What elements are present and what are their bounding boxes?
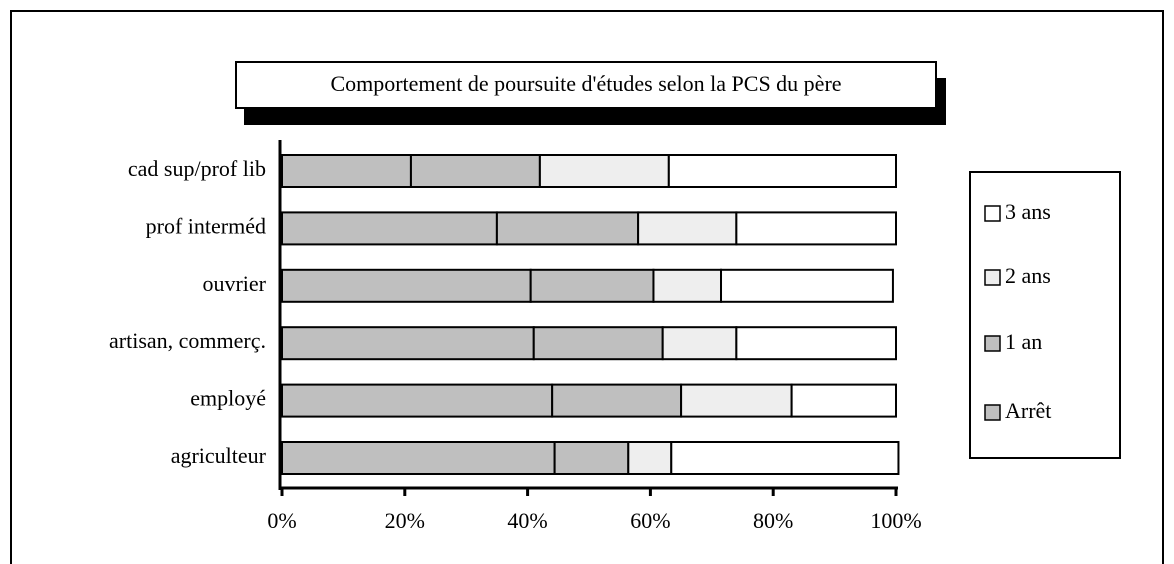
legend-label: Arrêt — [1005, 398, 1051, 423]
x-tick-label: 80% — [753, 508, 793, 533]
bar-segment — [281, 383, 554, 418]
bar-segment — [281, 211, 498, 246]
bar-segment — [281, 326, 535, 361]
legend-swatch — [984, 335, 1001, 352]
bar-segment — [637, 211, 738, 246]
y-tick-label: ouvrier — [202, 271, 266, 296]
y-tick-label: employé — [190, 386, 266, 411]
legend-label: 2 ans — [1005, 263, 1051, 288]
bar-segment — [409, 154, 541, 188]
bar-segment — [281, 441, 556, 475]
x-tick-label: 40% — [507, 508, 547, 533]
legend-swatch — [984, 269, 1001, 286]
x-tick-label: 100% — [870, 508, 921, 533]
bar-segment — [627, 441, 673, 475]
bar-segment — [667, 154, 897, 188]
bar-segment — [553, 441, 630, 475]
legend-swatch — [984, 205, 1001, 222]
bar-segment — [551, 383, 683, 418]
x-tick-label: 20% — [385, 508, 425, 533]
y-tick-label: artisan, commerç. — [109, 328, 266, 353]
legend-label: 3 ans — [1005, 199, 1051, 224]
frame — [10, 10, 1164, 564]
bar-segment — [735, 326, 897, 361]
bar-segment — [495, 211, 640, 246]
x-tick-label: 0% — [267, 508, 296, 533]
bar-segment — [680, 383, 793, 418]
legend-label: 1 an — [1005, 329, 1042, 354]
y-tick-label: agriculteur — [171, 443, 267, 468]
bar-segment — [281, 268, 532, 303]
legend-swatch — [984, 404, 1001, 421]
bar-segment — [652, 268, 723, 303]
bar-segment — [538, 154, 670, 188]
bar-segment — [661, 326, 738, 361]
bar-segment — [735, 211, 897, 246]
x-tick-label: 60% — [630, 508, 670, 533]
bar-segment — [720, 268, 894, 303]
bar-segment — [529, 268, 655, 303]
bar-segment — [532, 326, 664, 361]
bar-segment — [670, 441, 900, 475]
y-tick-label: prof interméd — [146, 213, 266, 238]
title-box — [235, 61, 937, 109]
y-tick-label: cad sup/prof lib — [128, 156, 266, 181]
chart-title: Comportement de poursuite d'études selon… — [330, 71, 841, 96]
bar-segment — [281, 154, 412, 188]
bar-segment — [790, 383, 897, 418]
